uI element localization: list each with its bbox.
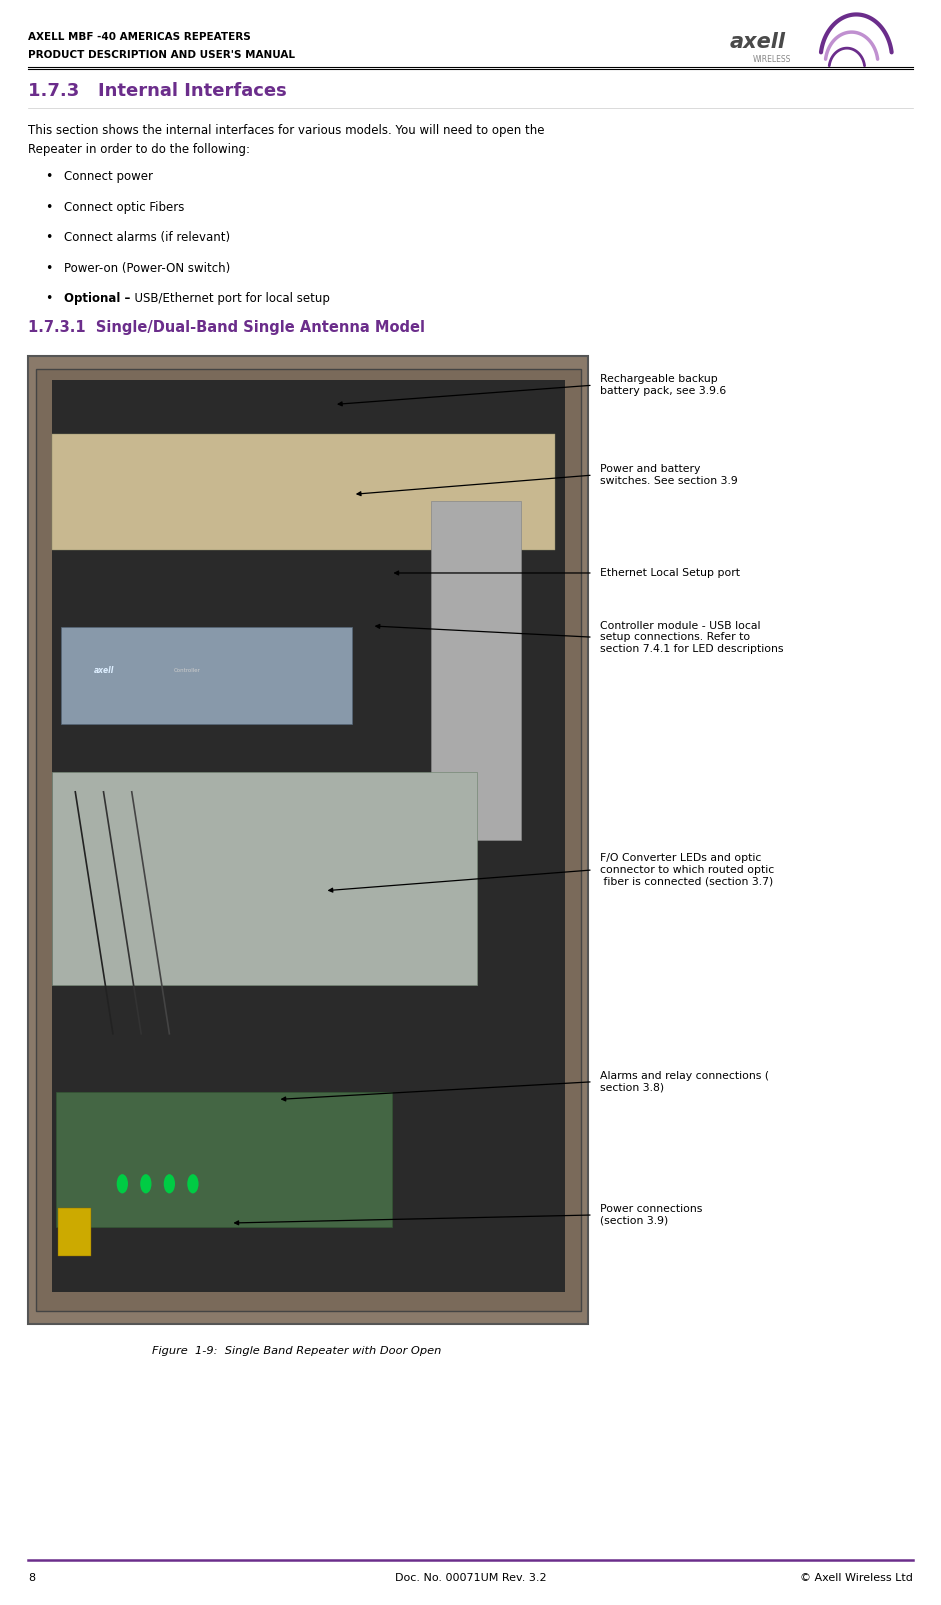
Text: Ethernet Local Setup port: Ethernet Local Setup port	[600, 568, 741, 578]
Bar	[52, 433, 555, 551]
Bar	[28, 356, 588, 1324]
Text: •: •	[45, 201, 53, 213]
Text: Controller module - USB local
setup connections. Refer to
section 7.4.1 for LED : Controller module - USB local setup conn…	[600, 621, 784, 653]
Text: AXELL MBF -40 AMERICAS REPEATERS: AXELL MBF -40 AMERICAS REPEATERS	[28, 32, 251, 42]
Text: •: •	[45, 292, 53, 305]
Text: •: •	[45, 231, 53, 244]
Text: Controller: Controller	[174, 668, 201, 674]
Text: Power and battery
switches. See section 3.9: Power and battery switches. See section …	[600, 464, 738, 486]
Circle shape	[117, 1175, 128, 1194]
Text: Figure  1-9:  Single Band Repeater with Door Open: Figure 1-9: Single Band Repeater with Do…	[152, 1347, 441, 1356]
Text: Optional –: Optional –	[64, 292, 131, 305]
Text: Doc. No. 00071UM Rev. 3.2: Doc. No. 00071UM Rev. 3.2	[394, 1573, 547, 1583]
Text: Connect optic Fibers: Connect optic Fibers	[64, 201, 184, 213]
Text: © Axell Wireless Ltd: © Axell Wireless Ltd	[800, 1573, 913, 1583]
Text: 1.7.3   Internal Interfaces: 1.7.3 Internal Interfaces	[28, 82, 287, 101]
Text: •: •	[45, 262, 53, 274]
Text: Connect power: Connect power	[64, 170, 153, 183]
Text: Repeater in order to do the following:: Repeater in order to do the following:	[28, 143, 250, 156]
Text: 1.7.3.1  Single/Dual-Band Single Antenna Model: 1.7.3.1 Single/Dual-Band Single Antenna …	[28, 319, 425, 335]
Text: Rechargeable backup
battery pack, see 3.9.6: Rechargeable backup battery pack, see 3.…	[600, 374, 726, 396]
Bar	[36, 369, 581, 1311]
Bar	[61, 628, 352, 724]
Text: •: •	[45, 170, 53, 183]
Text: F/O Converter LEDs and optic
connector to which routed optic
 fiber is connected: F/O Converter LEDs and optic connector t…	[600, 854, 774, 886]
Text: WIRELESS: WIRELESS	[753, 55, 791, 64]
Text: axell: axell	[729, 32, 786, 51]
Text: Connect alarms (if relevant): Connect alarms (if relevant)	[64, 231, 231, 244]
Bar	[56, 1091, 392, 1228]
Text: 8: 8	[28, 1573, 36, 1583]
Text: Power connections
(section 3.9): Power connections (section 3.9)	[600, 1204, 703, 1226]
Bar	[52, 772, 477, 985]
Text: PRODUCT DESCRIPTION AND USER'S MANUAL: PRODUCT DESCRIPTION AND USER'S MANUAL	[28, 50, 295, 59]
Text: This section shows the internal interfaces for various models. You will need to : This section shows the internal interfac…	[28, 124, 545, 136]
Text: USB/Ethernet port for local setup: USB/Ethernet port for local setup	[127, 292, 330, 305]
Circle shape	[140, 1175, 152, 1194]
Bar	[58, 1209, 91, 1257]
Text: axell: axell	[94, 666, 115, 676]
Circle shape	[187, 1175, 199, 1194]
Bar	[52, 380, 565, 1292]
Circle shape	[164, 1175, 175, 1194]
Bar	[431, 501, 521, 841]
Text: Alarms and relay connections (
section 3.8): Alarms and relay connections ( section 3…	[600, 1071, 770, 1093]
Text: Power-on (Power-ON switch): Power-on (Power-ON switch)	[64, 262, 231, 274]
